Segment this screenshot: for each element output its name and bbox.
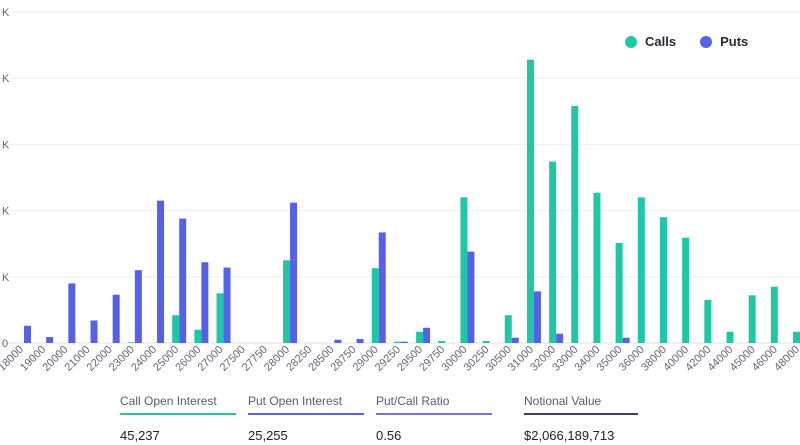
bar-calls [371,268,379,343]
stat-call-open-interest: Call Open Interest 45,237 [120,394,248,443]
bar-calls [770,286,778,343]
bar-calls [416,331,424,343]
stat-put-call-ratio: Put/Call Ratio 0.56 [376,394,504,443]
y-tick-label: K [2,139,10,151]
stat-value: 25,255 [248,428,288,443]
bar-calls [172,315,180,343]
stat-label: Call Open Interest [120,394,236,415]
legend-calls[interactable]: Calls [625,34,676,49]
bar-puts [356,339,364,343]
bar-puts [511,337,519,343]
bar-puts [467,251,475,343]
y-tick-label: K [2,272,10,284]
bar-calls [482,341,490,343]
x-axis-ticks: 1800019000200002100022000230002400025000… [0,344,800,374]
bar-calls [615,243,623,343]
stat-value: 0.56 [376,428,402,443]
bar-calls [216,293,224,343]
stat-value: 45,237 [120,428,160,443]
bar-puts [556,333,564,343]
legend-puts-label: Puts [720,34,749,49]
stats-row: Call Open Interest 45,237 Put Open Inter… [120,394,684,443]
bar-puts [68,283,76,343]
bar-puts [378,232,386,343]
y-tick-label: 0 [2,338,8,350]
puts-dot-icon [700,35,713,48]
bar-calls [460,197,468,343]
legend: Calls Puts [625,34,748,49]
bar-puts [24,325,31,343]
bar-puts [112,294,120,343]
bar-calls [726,331,734,343]
bar-calls [127,342,135,343]
bar-puts [46,337,54,343]
bar-puts [90,320,98,343]
stat-label: Put/Call Ratio [376,394,492,415]
bar-calls [659,217,667,343]
calls-dot-icon [625,35,637,48]
bar-calls [283,260,291,343]
bar-calls [526,59,534,343]
y-tick-label: K [2,7,10,19]
stat-label: Notional Value [524,394,638,415]
bar-puts [201,262,209,343]
bar-puts [134,270,142,343]
legend-calls-label: Calls [645,34,677,49]
bar-calls [438,341,446,343]
x-tick-label: 48000 [772,344,800,374]
bar-calls [682,237,690,343]
bar-puts [334,339,342,343]
y-axis-ticks: 0 K K K K K [2,7,10,350]
stat-label: Put Open Interest [248,394,364,415]
stat-notional-value: Notional Value $2,066,189,713 [524,394,684,443]
bar-calls [504,315,512,343]
y-tick-label: K [2,206,10,218]
stat-value: $2,066,189,713 [524,428,615,443]
stat-put-open-interest: Put Open Interest 25,255 [248,394,376,443]
bar-puts [179,218,187,343]
bar-puts [423,327,431,343]
bar-calls [393,341,401,343]
y-tick-label: K [2,73,10,85]
bar-puts [157,200,165,343]
bar-puts [290,202,298,343]
bar-puts [223,267,231,343]
bar-calls [704,299,712,343]
bar-calls [571,106,579,343]
bar-puts [400,341,408,343]
gridlines [0,11,800,344]
bar-calls [549,161,557,343]
bar-puts [533,291,541,343]
bar-calls [194,329,202,343]
bar-calls [593,192,601,343]
bar-calls [793,331,800,343]
bar-puts [622,337,630,343]
bars [24,59,800,343]
open-interest-chart: 0 K K K K K 180001900020000210002200023000240… [0,7,800,374]
legend-puts[interactable]: Puts [700,34,748,49]
bar-calls [637,197,645,343]
bar-calls [748,295,756,343]
